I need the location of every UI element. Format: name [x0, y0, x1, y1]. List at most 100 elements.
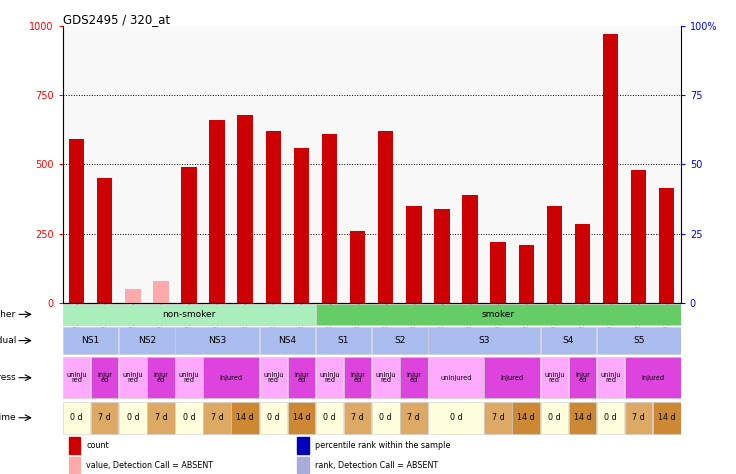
Text: uninju
red: uninju red: [601, 372, 620, 383]
Bar: [297, 457, 308, 473]
Text: 7 d: 7 d: [408, 413, 420, 422]
Bar: [68, 457, 80, 473]
Text: 0 d: 0 d: [380, 413, 392, 422]
Bar: [603, 35, 618, 303]
Bar: [378, 131, 394, 303]
Bar: [231, 401, 259, 434]
Bar: [344, 401, 372, 434]
Bar: [260, 327, 315, 354]
Text: 0 d: 0 d: [548, 413, 561, 422]
Bar: [372, 327, 428, 354]
Bar: [175, 401, 203, 434]
Text: 0 d: 0 d: [604, 413, 617, 422]
Bar: [484, 357, 540, 399]
Text: time: time: [0, 413, 16, 422]
Text: 0 d: 0 d: [450, 413, 462, 422]
Bar: [569, 401, 596, 434]
Bar: [659, 188, 674, 303]
Bar: [316, 327, 372, 354]
Text: S2: S2: [394, 336, 406, 345]
Bar: [63, 304, 315, 325]
Text: injur
ed: injur ed: [294, 372, 309, 383]
Text: 14 d: 14 d: [658, 413, 676, 422]
Text: injur
ed: injur ed: [154, 372, 169, 383]
Text: 7 d: 7 d: [210, 413, 224, 422]
Bar: [69, 139, 85, 303]
Bar: [153, 281, 169, 303]
Text: uninju
red: uninju red: [263, 372, 283, 383]
Bar: [372, 401, 400, 434]
Bar: [63, 327, 118, 354]
Bar: [547, 206, 562, 303]
Text: uninju
red: uninju red: [319, 372, 340, 383]
Bar: [175, 357, 203, 399]
Text: injured: injured: [219, 375, 243, 381]
Text: NS1: NS1: [82, 336, 100, 345]
Bar: [350, 231, 365, 303]
Text: uninjured: uninjured: [440, 375, 472, 381]
Bar: [597, 357, 624, 399]
Text: 7 d: 7 d: [99, 413, 111, 422]
Text: 0 d: 0 d: [267, 413, 280, 422]
Bar: [181, 167, 197, 303]
Text: injured: injured: [500, 375, 524, 381]
Text: 14 d: 14 d: [293, 413, 311, 422]
Bar: [203, 357, 259, 399]
Bar: [406, 206, 422, 303]
Text: stress: stress: [0, 373, 16, 382]
Text: S5: S5: [633, 336, 645, 345]
Text: NS3: NS3: [208, 336, 226, 345]
Text: uninju
red: uninju red: [179, 372, 199, 383]
Bar: [91, 357, 118, 399]
Bar: [434, 209, 450, 303]
Text: uninju
red: uninju red: [375, 372, 396, 383]
Text: 0 d: 0 d: [71, 413, 83, 422]
Bar: [91, 401, 118, 434]
Bar: [288, 357, 315, 399]
Text: injur
ed: injur ed: [350, 372, 365, 383]
Text: 7 d: 7 d: [155, 413, 167, 422]
Bar: [175, 327, 259, 354]
Bar: [297, 437, 308, 454]
Text: injur
ed: injur ed: [406, 372, 421, 383]
Text: 7 d: 7 d: [351, 413, 364, 422]
Bar: [512, 401, 540, 434]
Bar: [260, 357, 287, 399]
Bar: [266, 131, 281, 303]
Text: percentile rank within the sample: percentile rank within the sample: [315, 441, 450, 450]
Bar: [316, 304, 681, 325]
Bar: [147, 401, 174, 434]
Bar: [344, 357, 372, 399]
Text: non-smoker: non-smoker: [163, 310, 216, 319]
Bar: [400, 357, 428, 399]
Bar: [428, 357, 484, 399]
Bar: [540, 357, 568, 399]
Bar: [119, 327, 174, 354]
Bar: [316, 401, 343, 434]
Text: injured: injured: [641, 375, 665, 381]
Bar: [428, 401, 484, 434]
Bar: [518, 245, 534, 303]
Bar: [372, 357, 400, 399]
Text: NS2: NS2: [138, 336, 156, 345]
Text: 14 d: 14 d: [517, 413, 535, 422]
Text: 0 d: 0 d: [183, 413, 195, 422]
Bar: [400, 401, 428, 434]
Text: individual: individual: [0, 336, 16, 345]
Text: count: count: [86, 441, 109, 450]
Text: NS4: NS4: [278, 336, 297, 345]
Bar: [63, 357, 91, 399]
Bar: [625, 401, 652, 434]
Bar: [260, 401, 287, 434]
Bar: [540, 401, 568, 434]
Bar: [484, 401, 512, 434]
Bar: [540, 327, 596, 354]
Text: S3: S3: [478, 336, 490, 345]
Bar: [569, 357, 596, 399]
Text: rank, Detection Call = ABSENT: rank, Detection Call = ABSENT: [315, 461, 438, 470]
Bar: [238, 115, 253, 303]
Bar: [575, 224, 590, 303]
Bar: [490, 242, 506, 303]
Bar: [63, 401, 91, 434]
Bar: [147, 357, 174, 399]
